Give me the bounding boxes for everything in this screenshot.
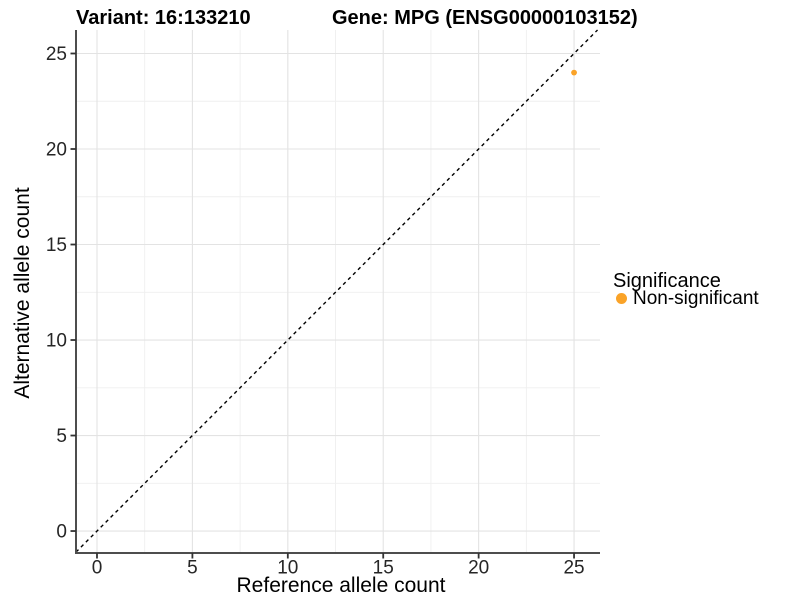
x-tick-label: 25 (563, 558, 584, 579)
grid-minor-layer (76, 30, 600, 553)
x-tick-label: 10 (277, 558, 298, 579)
identity-dashed-line (75, 29, 599, 553)
legend-key-dot-icon (616, 293, 627, 304)
x-tick-label: 20 (468, 558, 489, 579)
y-tick-label: 0 (56, 522, 67, 543)
legend: Significance Non-significant (613, 270, 759, 309)
y-tick-label: 25 (46, 44, 67, 65)
y-tick-label: 10 (46, 331, 67, 352)
x-tick-label: 0 (92, 558, 103, 579)
data-points-layer (571, 69, 577, 76)
x-tick-label: 5 (187, 558, 198, 579)
plot-title-variant: Variant: 16:133210 (76, 7, 251, 29)
x-tick-label: 15 (373, 558, 394, 579)
grid-major-layer (76, 30, 600, 553)
y-tick-label: 5 (56, 426, 67, 447)
x-axis-title: Reference allele count (237, 574, 446, 597)
data-point (571, 69, 577, 76)
legend-title: Significance (613, 270, 721, 292)
y-tick-label: 20 (46, 140, 67, 161)
y-tick-label: 15 (46, 235, 67, 256)
legend-item-label: Non-significant (633, 288, 759, 309)
axis-layer: 0 5 10 15 20 25 0 5 10 15 20 25 (46, 30, 600, 579)
reference-line-layer (75, 29, 599, 553)
plot-title-gene: Gene: MPG (ENSG00000103152) (332, 7, 638, 29)
y-axis-title: Alternative allele count (11, 187, 34, 398)
